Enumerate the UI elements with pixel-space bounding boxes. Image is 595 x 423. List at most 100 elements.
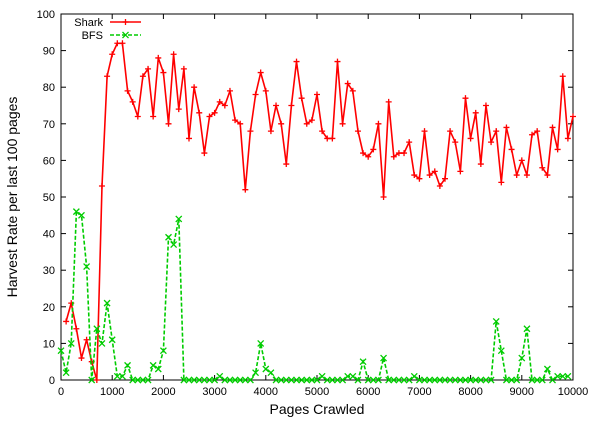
data-point-shark xyxy=(503,124,510,131)
data-point-shark xyxy=(375,120,382,127)
x-tick-label: 9000 xyxy=(510,386,534,398)
data-point-shark xyxy=(360,150,367,157)
data-point-shark xyxy=(513,172,520,179)
data-point-bfs xyxy=(129,376,137,384)
data-point-shark xyxy=(63,318,70,325)
data-point-shark xyxy=(452,139,459,146)
data-point-shark xyxy=(544,172,551,179)
data-point-shark xyxy=(221,102,228,109)
data-point-bfs xyxy=(252,369,260,377)
x-tick-label: 3000 xyxy=(202,386,226,398)
data-point-bfs xyxy=(549,376,556,384)
data-point-shark xyxy=(354,128,361,135)
plot-layer: 0 1000 2000 3000 4000 5000 6000 7000 8000 9000 100… xyxy=(37,9,589,398)
data-point-shark xyxy=(283,161,290,168)
data-point-bfs xyxy=(165,233,172,241)
data-point-bfs xyxy=(359,358,367,366)
y-tick-label: 100 xyxy=(37,9,55,21)
data-point-bfs xyxy=(62,369,70,377)
data-point-shark xyxy=(401,150,408,157)
data-point-bfs xyxy=(98,339,106,347)
data-point-shark xyxy=(78,355,85,362)
x-tick-label: 7000 xyxy=(407,386,431,398)
data-point-shark xyxy=(180,65,187,72)
data-point-bfs xyxy=(369,376,377,384)
data-point-shark xyxy=(93,377,100,383)
data-point-shark xyxy=(237,120,244,127)
x-tick-label: 1000 xyxy=(100,386,124,398)
data-point-bfs xyxy=(513,376,521,384)
y-tick-label: 40 xyxy=(43,229,55,241)
data-point-bfs xyxy=(380,354,388,362)
data-point-bfs xyxy=(528,376,536,384)
data-point-shark xyxy=(196,109,203,116)
data-point-bfs xyxy=(231,376,239,384)
data-point-shark xyxy=(467,135,474,142)
data-point-bfs xyxy=(206,376,213,384)
data-point-bfs xyxy=(108,336,116,344)
data-point-shark xyxy=(134,113,141,120)
data-point-bfs xyxy=(262,365,270,373)
data-point-shark xyxy=(518,157,525,164)
data-point-shark xyxy=(554,146,561,153)
data-point-bfs xyxy=(159,347,167,355)
data-point-bfs xyxy=(349,372,357,380)
data-point-shark xyxy=(488,139,495,146)
data-point-shark xyxy=(226,87,233,94)
y-axis-label: Harvest Rate per last 100 pages xyxy=(4,97,20,298)
data-point-shark xyxy=(416,175,423,182)
data-point-shark xyxy=(539,164,546,171)
data-point-bfs xyxy=(195,376,203,384)
data-point-bfs xyxy=(421,376,428,384)
data-point-bfs xyxy=(508,376,516,384)
data-point-shark xyxy=(109,51,116,58)
data-point-bfs xyxy=(431,376,439,384)
data-point-bfs xyxy=(533,376,541,384)
data-point-shark xyxy=(534,128,541,135)
data-point-shark xyxy=(232,117,239,124)
data-point-shark xyxy=(139,73,146,80)
data-point-bfs xyxy=(441,376,449,384)
data-point-shark xyxy=(293,58,300,65)
data-point-bfs xyxy=(67,339,75,347)
data-point-bfs xyxy=(88,376,96,384)
data-point-bfs xyxy=(226,376,234,384)
data-point-bfs xyxy=(78,211,85,219)
data-point-bfs xyxy=(83,263,91,270)
data-point-shark xyxy=(129,98,136,105)
data-point-shark xyxy=(549,124,556,131)
data-point-bfs xyxy=(467,376,475,384)
data-point-bfs xyxy=(446,376,454,384)
data-point-bfs xyxy=(543,365,551,373)
data-point-shark xyxy=(73,325,80,332)
data-point-bfs xyxy=(211,376,219,384)
y-tick-label: 50 xyxy=(43,192,55,204)
data-point-bfs xyxy=(426,376,434,384)
data-point-shark xyxy=(150,113,157,120)
data-point-bfs xyxy=(385,376,393,384)
data-point-shark xyxy=(334,58,341,65)
data-point-bfs xyxy=(395,376,403,384)
data-point-shark xyxy=(160,69,167,76)
data-point-shark xyxy=(201,150,208,157)
data-point-bfs xyxy=(502,376,510,384)
data-point-bfs xyxy=(236,376,244,384)
data-point-shark xyxy=(436,183,443,190)
data-point-shark xyxy=(242,186,249,193)
y-tick-label: 60 xyxy=(43,155,55,167)
data-point-shark xyxy=(344,80,351,87)
data-point-shark xyxy=(308,117,315,124)
data-point-shark xyxy=(98,183,105,190)
y-tick-label: 90 xyxy=(43,46,55,58)
data-point-bfs xyxy=(482,376,490,384)
data-point-bfs xyxy=(405,376,413,384)
data-point-shark xyxy=(462,95,469,102)
data-point-bfs xyxy=(497,347,505,355)
data-point-bfs xyxy=(456,376,464,384)
y-tick-label: 20 xyxy=(43,302,55,314)
data-point-shark xyxy=(319,128,326,135)
data-point-bfs xyxy=(451,376,459,384)
data-point-bfs xyxy=(154,365,162,373)
data-point-bfs xyxy=(282,376,290,384)
